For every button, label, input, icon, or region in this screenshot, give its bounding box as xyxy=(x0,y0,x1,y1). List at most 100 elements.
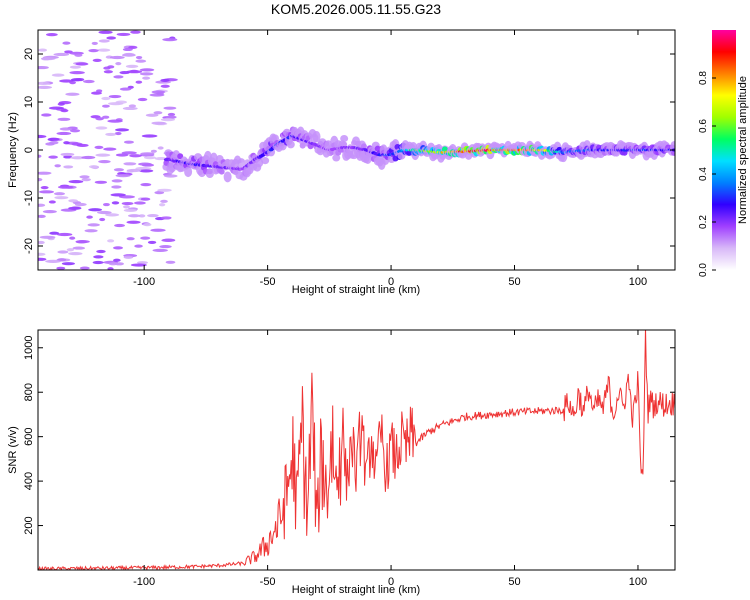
heatmap-cell xyxy=(164,174,178,178)
heatmap-cell xyxy=(92,260,104,265)
heatmap-cell xyxy=(88,48,99,53)
heatmap-cell xyxy=(57,185,74,189)
heatmap-cell xyxy=(57,250,69,254)
heatmap-cell xyxy=(133,201,146,205)
heatmap-cell xyxy=(83,79,95,84)
heatmap-cell xyxy=(113,258,121,262)
snr-y-label: SNR (v/v) xyxy=(7,426,19,474)
heatmap-cell xyxy=(72,246,86,250)
heatmap-cell xyxy=(135,59,147,63)
x-tick-label: 100 xyxy=(629,276,647,288)
heatmap-cell xyxy=(123,140,134,144)
y-tick-label: 800 xyxy=(23,383,35,401)
heatmap-cell xyxy=(38,203,46,207)
heatmap-cell xyxy=(38,252,46,256)
heatmap-cell xyxy=(103,70,113,74)
x-tick-label: 50 xyxy=(508,276,520,288)
heatmap-cell xyxy=(123,205,130,209)
heatmap-cell xyxy=(125,64,139,68)
heatmap-cell xyxy=(98,39,110,43)
heatmap-cell xyxy=(145,113,159,117)
heatmap-cell xyxy=(38,214,46,218)
heatmap-cell xyxy=(74,202,87,207)
heatmap-cell xyxy=(157,188,172,192)
heatmap-cell xyxy=(41,56,56,61)
y-tick-label: 10 xyxy=(23,96,35,108)
heatmap-cell xyxy=(140,183,152,187)
colorbar: 0.0 0.2 0.4 0.6 0.8 Normalized spectral ampl… xyxy=(698,30,749,277)
heatmap-cell xyxy=(108,102,124,106)
heatmap-cell xyxy=(94,180,108,184)
heatmap-cell xyxy=(114,131,122,136)
heatmap-cell xyxy=(69,129,81,133)
heatmap-cell xyxy=(97,48,111,52)
heatmap-cell xyxy=(75,239,90,244)
heatmap-cell xyxy=(98,160,111,164)
heatmap-cell xyxy=(63,165,74,169)
heatmap-cell xyxy=(138,162,152,166)
heatmap-cell xyxy=(123,52,135,57)
x-tick-label: 0 xyxy=(388,276,394,288)
heatmap-cell xyxy=(152,248,168,252)
heatmap-cell xyxy=(162,38,178,42)
colorbar-tick-label: 0.6 xyxy=(698,119,709,133)
heatmap-cell xyxy=(105,213,120,217)
heatmap-cell xyxy=(149,93,165,97)
heatmap-cell xyxy=(87,223,100,227)
heatmap-cell xyxy=(140,236,151,240)
heatmap-cell xyxy=(160,199,168,203)
heatmap-cell xyxy=(38,177,43,182)
heatmap-cell xyxy=(115,153,129,157)
heatmap-cell xyxy=(139,68,155,72)
heatmap-cell xyxy=(38,190,55,194)
heatmap-cell xyxy=(99,217,106,222)
heatmap-cell xyxy=(165,115,177,119)
heatmap-cell xyxy=(126,237,135,241)
snr-plot-area xyxy=(38,330,675,570)
heatmap-cell xyxy=(86,215,93,219)
heatmap-cell xyxy=(111,185,122,189)
heatmap-cell xyxy=(360,143,367,150)
heatmap-cell xyxy=(135,166,152,171)
heatmap-cell xyxy=(81,155,96,160)
heatmap-cell xyxy=(114,223,126,228)
heatmap-cell xyxy=(81,178,91,182)
colorbar-tick-label: 0.4 xyxy=(698,167,709,181)
heatmap-cell xyxy=(261,157,270,165)
heatmap-cell xyxy=(49,141,59,145)
heatmap-cell xyxy=(45,259,61,263)
heatmap-cell xyxy=(143,156,156,160)
y-tick-label: 400 xyxy=(23,472,35,490)
heatmap-cell xyxy=(95,117,104,121)
x-tick-label: 50 xyxy=(508,576,520,588)
heatmap-cell xyxy=(53,52,70,57)
heatmap-cell xyxy=(98,30,113,34)
spectrogram-x-label: Height of straight line (km) xyxy=(292,284,420,296)
heatmap-cell xyxy=(56,131,72,136)
colorbar-ticks: 0.0 0.2 0.4 0.6 0.8 xyxy=(698,71,716,277)
heatmap-cell xyxy=(123,255,134,259)
heatmap-cell xyxy=(113,168,124,172)
heatmap-cell xyxy=(107,267,114,270)
heatmap-cell xyxy=(218,168,225,175)
heatmap-cell xyxy=(103,147,117,151)
heatmap-cell xyxy=(97,210,112,215)
heatmap-cell xyxy=(160,216,172,220)
heatmap-cell xyxy=(139,72,154,76)
heatmap-cell xyxy=(340,135,349,143)
heatmap-cell xyxy=(56,266,66,270)
heatmap-cell xyxy=(103,202,110,207)
heatmap-cell xyxy=(69,65,82,69)
heatmap-cell xyxy=(167,112,176,117)
heatmap-cell xyxy=(160,78,170,83)
heatmap-cell xyxy=(92,165,99,170)
heatmap-cell xyxy=(68,199,78,203)
heatmap-cell xyxy=(135,80,143,84)
heatmap-cell xyxy=(38,81,50,85)
heatmap-cell xyxy=(163,106,177,110)
heatmap-cell xyxy=(69,71,85,75)
heatmap-cell xyxy=(61,262,75,266)
snr-x-label: Height of straight line (km) xyxy=(292,584,420,596)
heatmap-cell xyxy=(54,164,61,168)
